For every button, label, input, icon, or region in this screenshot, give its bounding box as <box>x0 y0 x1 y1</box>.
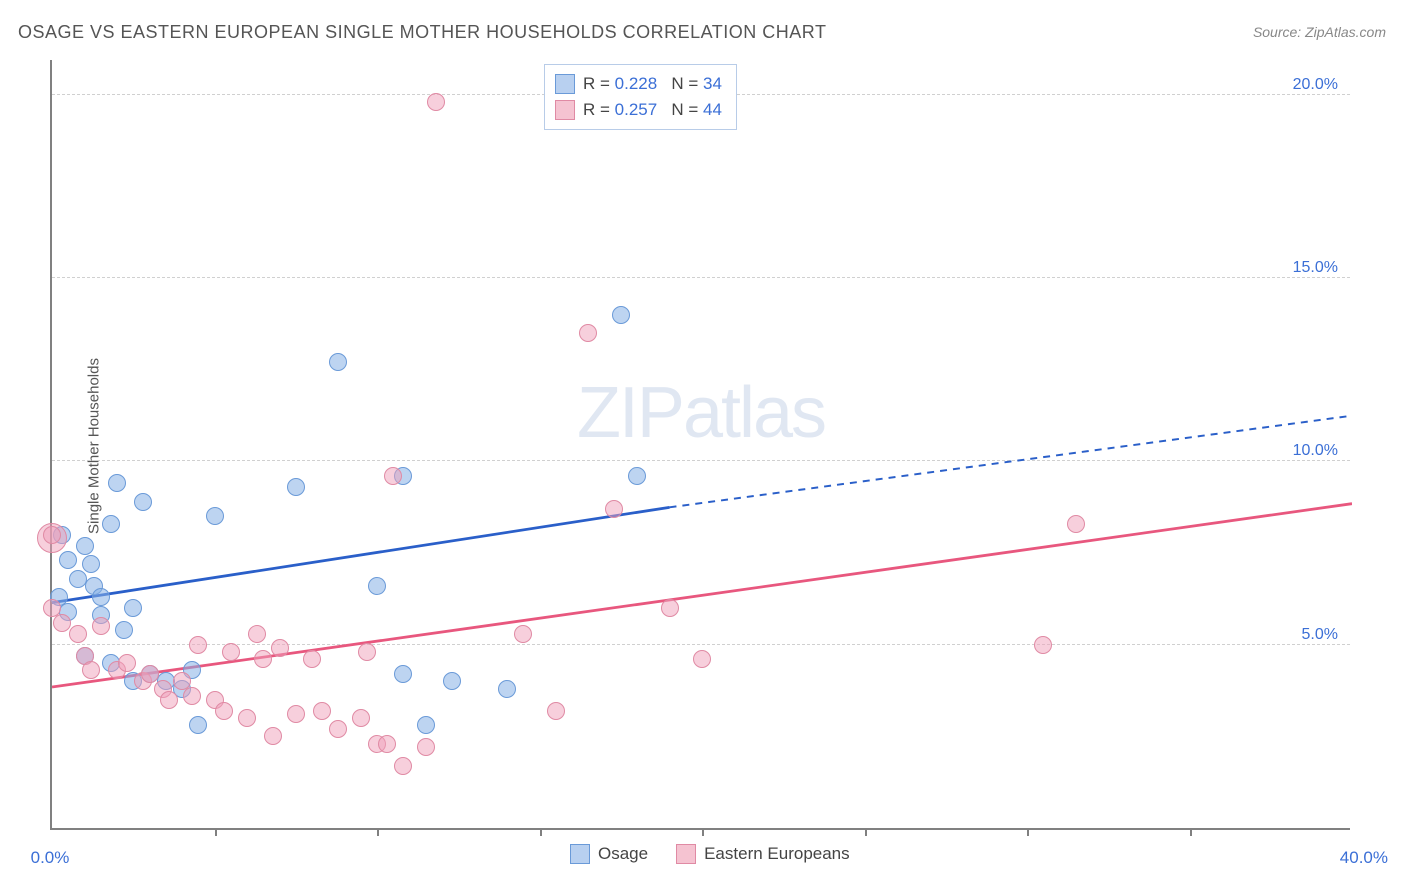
scatter-point <box>605 500 623 518</box>
y-tick-label: 20.0% <box>1293 76 1338 94</box>
x-tick <box>702 828 704 836</box>
scatter-point <box>82 661 100 679</box>
y-tick-label: 5.0% <box>1302 626 1338 644</box>
scatter-point <box>43 526 61 544</box>
chart-title: OSAGE VS EASTERN EUROPEAN SINGLE MOTHER … <box>18 22 826 43</box>
legend-swatch <box>676 844 696 864</box>
scatter-point <box>76 537 94 555</box>
scatter-point <box>628 467 646 485</box>
plot-area: ZIPatlas 5.0% 10.0% 15.0% 20.0% <box>50 60 1350 830</box>
scatter-point <box>329 353 347 371</box>
gridline <box>52 460 1350 461</box>
scatter-point <box>271 639 289 657</box>
scatter-point <box>222 643 240 661</box>
legend-swatch <box>570 844 590 864</box>
legend-item: Osage <box>570 844 648 864</box>
scatter-point <box>215 702 233 720</box>
scatter-point <box>82 555 100 573</box>
scatter-point <box>443 672 461 690</box>
scatter-point <box>254 650 272 668</box>
scatter-point <box>329 720 347 738</box>
x-tick <box>1027 828 1029 836</box>
legend-swatch <box>555 74 575 94</box>
scatter-point <box>53 614 71 632</box>
scatter-point <box>394 757 412 775</box>
scatter-point <box>115 621 133 639</box>
gridline <box>52 277 1350 278</box>
scatter-point <box>92 588 110 606</box>
watermark-zip: ZIP <box>577 373 683 453</box>
scatter-point <box>661 599 679 617</box>
x-tick <box>1190 828 1192 836</box>
stats-legend-row: R = 0.257 N = 44 <box>555 97 722 123</box>
scatter-point <box>394 665 412 683</box>
scatter-point <box>141 665 159 683</box>
scatter-point <box>108 474 126 492</box>
scatter-point <box>378 735 396 753</box>
x-tick <box>377 828 379 836</box>
scatter-point <box>579 324 597 342</box>
x-axis-min-label: 0.0% <box>31 848 70 868</box>
scatter-point <box>352 709 370 727</box>
scatter-point <box>417 716 435 734</box>
y-tick-label: 15.0% <box>1293 259 1338 277</box>
scatter-point <box>693 650 711 668</box>
scatter-point <box>384 467 402 485</box>
scatter-point <box>160 691 178 709</box>
scatter-point <box>427 93 445 111</box>
watermark: ZIPatlas <box>577 372 825 454</box>
scatter-point <box>264 727 282 745</box>
stats-legend-text: R = 0.257 N = 44 <box>583 100 722 120</box>
legend-label: Osage <box>598 844 648 864</box>
x-tick <box>215 828 217 836</box>
scatter-point <box>287 478 305 496</box>
watermark-atlas: atlas <box>683 373 825 453</box>
legend-item: Eastern Europeans <box>676 844 850 864</box>
scatter-point <box>1034 636 1052 654</box>
scatter-point <box>92 617 110 635</box>
scatter-point <box>183 687 201 705</box>
scatter-point <box>368 577 386 595</box>
scatter-point <box>238 709 256 727</box>
stats-legend: R = 0.228 N = 34 R = 0.257 N = 44 <box>544 64 737 130</box>
stats-legend-text: R = 0.228 N = 34 <box>583 74 722 94</box>
scatter-point <box>514 625 532 643</box>
scatter-point <box>134 493 152 511</box>
scatter-point <box>189 636 207 654</box>
scatter-point <box>102 515 120 533</box>
scatter-point <box>313 702 331 720</box>
scatter-point <box>69 625 87 643</box>
y-tick-label: 10.0% <box>1293 442 1338 460</box>
scatter-point <box>1067 515 1085 533</box>
scatter-point <box>358 643 376 661</box>
scatter-point <box>206 507 224 525</box>
scatter-point <box>248 625 266 643</box>
scatter-point <box>612 306 630 324</box>
stats-legend-row: R = 0.228 N = 34 <box>555 71 722 97</box>
x-tick <box>865 828 867 836</box>
source-label: Source: ZipAtlas.com <box>1253 24 1386 40</box>
series-legend: Osage Eastern Europeans <box>570 844 850 864</box>
x-tick <box>540 828 542 836</box>
legend-swatch <box>555 100 575 120</box>
x-axis-max-label: 40.0% <box>1340 848 1388 868</box>
scatter-point <box>189 716 207 734</box>
legend-label: Eastern Europeans <box>704 844 850 864</box>
scatter-point <box>118 654 136 672</box>
scatter-point <box>124 599 142 617</box>
gridline <box>52 644 1350 645</box>
scatter-point <box>547 702 565 720</box>
scatter-point <box>287 705 305 723</box>
scatter-point <box>417 738 435 756</box>
scatter-point <box>303 650 321 668</box>
scatter-point <box>498 680 516 698</box>
correlation-chart: OSAGE VS EASTERN EUROPEAN SINGLE MOTHER … <box>0 0 1406 892</box>
scatter-point <box>59 551 77 569</box>
